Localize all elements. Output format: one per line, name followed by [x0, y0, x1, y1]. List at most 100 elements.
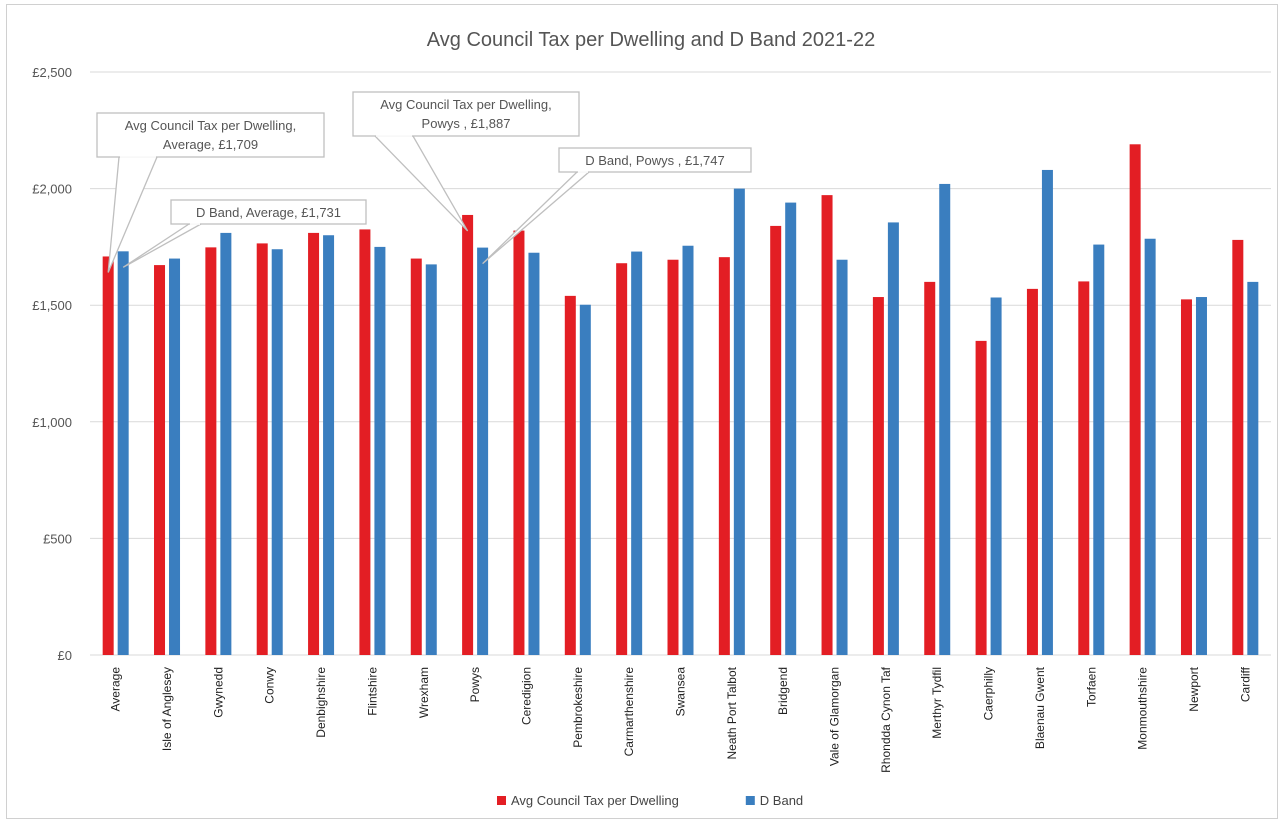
callout-label: Powys , £1,887 [422, 116, 511, 131]
legend-swatch [745, 796, 755, 805]
bar [872, 297, 884, 655]
x-tick-label: Cardiff [1238, 666, 1252, 702]
bar [785, 202, 797, 656]
bar [169, 258, 181, 655]
bar [1232, 239, 1244, 656]
x-tick-label: Flintshire [365, 667, 379, 716]
bar [579, 304, 591, 655]
x-tick-label: Vale of Glamorgan [828, 667, 842, 766]
bar [1247, 281, 1259, 655]
bar [154, 265, 166, 655]
bar [513, 230, 525, 656]
chart-title: Avg Council Tax per Dwelling and D Band … [427, 29, 875, 51]
y-tick-label: £2,000 [32, 182, 72, 197]
callout-box [170, 199, 367, 225]
bar [616, 263, 628, 655]
legend-swatch [497, 796, 506, 805]
callout-label: Avg Council Tax per Dwelling, [125, 118, 297, 133]
legend-label: D Band [760, 793, 803, 808]
bars [102, 144, 1259, 656]
bar [308, 232, 320, 655]
x-tick-label: Swansea [674, 667, 688, 717]
x-tick-label: Caerphilly [982, 667, 996, 720]
bar [477, 247, 489, 655]
x-tick-label: Rhondda Cynon Taf [879, 666, 893, 773]
bar [1026, 288, 1038, 655]
bar [1195, 297, 1207, 655]
bar [733, 188, 745, 655]
y-tick-label: £1,000 [32, 415, 72, 430]
bar [631, 251, 643, 655]
callout-box [96, 112, 325, 158]
x-axis-ticks: Average Isle of Anglesey Gwynedd Conwy Denbi… [109, 666, 1253, 773]
bar [1093, 244, 1105, 655]
gridlines [90, 71, 1271, 656]
callout-label: Avg Council Tax per Dwelling, [380, 97, 552, 112]
callout-leader [373, 135, 469, 232]
bar [924, 281, 936, 655]
y-tick-label: £0 [58, 648, 72, 663]
bar [836, 259, 848, 655]
x-tick-label: Average [109, 667, 123, 712]
y-tick-label: £1,500 [32, 298, 72, 313]
callouts: Avg Council Tax per Dwelling, Average, £1… [96, 91, 752, 273]
y-tick-label: £2,500 [32, 65, 72, 80]
bar [1144, 238, 1156, 655]
x-tick-label: Carmarthenshire [622, 667, 636, 757]
x-tick-label: Isle of Anglesey [160, 667, 174, 751]
x-tick-label: Pembrokeshire [571, 667, 585, 748]
bar [718, 257, 730, 655]
callout-leader [482, 171, 591, 265]
legend: Avg Council Tax per Dwelling D Band [497, 793, 803, 808]
legend-label: Avg Council Tax per Dwelling [511, 793, 679, 808]
bar [975, 340, 987, 655]
bar [117, 251, 129, 655]
callout-label: Average, £1,709 [163, 137, 258, 152]
bar [205, 247, 217, 655]
callout-label: D Band, Average, £1,731 [196, 205, 341, 220]
x-tick-label: Newport [1187, 666, 1201, 711]
x-tick-label: Neath Port Talbot [725, 666, 739, 759]
bar [220, 232, 232, 655]
chart: Avg Council Tax per Dwelling and D Band … [32, 29, 1271, 808]
bar [667, 259, 679, 655]
chart-frame: Avg Council Tax per Dwelling and D Band … [6, 4, 1278, 819]
x-tick-label: Powys [468, 667, 482, 702]
x-tick-label: Monmouthshire [1136, 667, 1150, 750]
bar [271, 249, 283, 655]
bar [102, 256, 114, 655]
bar [359, 229, 371, 655]
bar [887, 222, 899, 655]
callout-leader [122, 223, 204, 268]
bar [1041, 169, 1053, 655]
x-tick-label: Gwynedd [211, 667, 225, 718]
x-tick-label: Ceredigion [519, 667, 533, 725]
callout-box [558, 147, 752, 173]
bar [821, 195, 833, 656]
x-tick-label: Bridgend [776, 667, 790, 715]
bar [425, 264, 437, 655]
y-tick-label: £500 [43, 531, 72, 546]
bar [462, 214, 474, 655]
bar [410, 258, 422, 655]
bar [1078, 281, 1090, 655]
callout-leader [107, 156, 158, 273]
bar [1129, 144, 1141, 656]
callout-box [352, 91, 580, 137]
callout-label: D Band, Powys , £1,747 [585, 153, 724, 168]
x-tick-label: Blaenau Gwent [1033, 666, 1047, 749]
x-tick-label: Denbighshire [314, 667, 328, 738]
x-tick-label: Merthyr Tydfil [930, 667, 944, 739]
bar [682, 245, 694, 655]
y-axis-ticks: £0 £500 £1,000 £1,500 £2,000 £2,500 [32, 65, 72, 663]
bar [323, 235, 335, 656]
bar [939, 183, 951, 655]
x-tick-label: Conwy [263, 667, 277, 704]
x-tick-label: Torfaen [1084, 667, 1098, 707]
bar [770, 225, 782, 656]
x-tick-label: Wrexham [417, 667, 431, 718]
bar [990, 297, 1002, 655]
bar [374, 246, 386, 655]
bar [564, 295, 576, 655]
bar [1180, 299, 1192, 655]
